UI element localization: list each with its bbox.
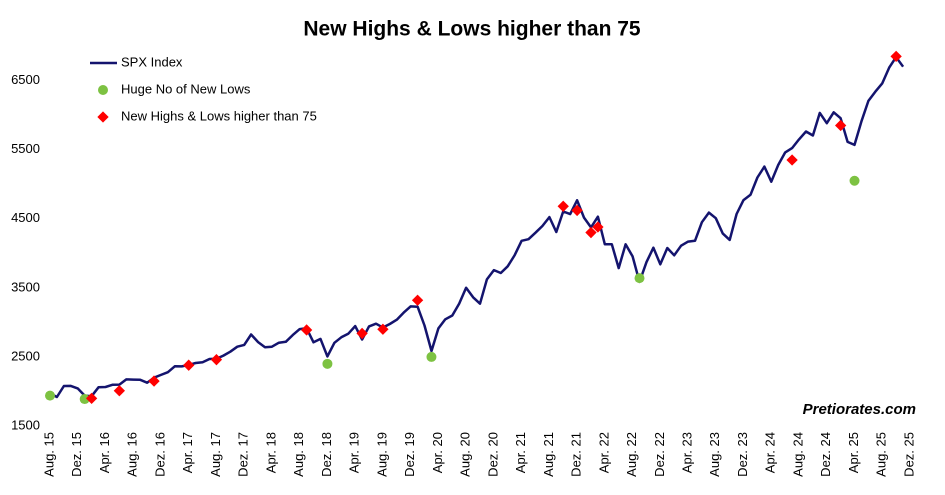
marker <box>113 385 126 397</box>
x-tick-label: Dez. 23 <box>735 432 750 477</box>
marker <box>411 294 424 306</box>
y-tick-label: 3500 <box>11 279 40 294</box>
legend-marker <box>98 85 108 95</box>
legend-label: New Highs & Lows higher than 75 <box>121 108 317 123</box>
x-tick-label: Dez. 15 <box>69 432 84 477</box>
x-tick-label: Aug. 24 <box>790 432 805 477</box>
marker <box>300 324 313 336</box>
watermark: Pretiorates.com <box>803 401 916 418</box>
y-tick-label: 4500 <box>11 210 40 225</box>
marker <box>557 200 569 212</box>
marker <box>849 175 860 186</box>
marker <box>634 273 645 284</box>
marker <box>890 50 902 63</box>
legend-marker <box>97 111 109 123</box>
y-tick-label: 5500 <box>11 141 40 156</box>
x-tick-label: Aug. 25 <box>874 432 889 477</box>
x-tick-label: Dez. 21 <box>569 432 584 477</box>
x-tick-label: Dez. 25 <box>901 432 916 477</box>
x-tick-label: Aug. 15 <box>41 432 56 477</box>
y-tick-label: 1500 <box>11 417 40 432</box>
x-tick-label: Apr. 18 <box>263 432 278 473</box>
x-tick-label: Apr. 23 <box>680 432 695 473</box>
marker <box>79 394 90 405</box>
marker <box>571 204 583 217</box>
x-tick-label: Dez. 22 <box>652 432 667 477</box>
x-tick-label: Apr. 19 <box>347 432 362 473</box>
x-tick-label: Dez. 16 <box>152 432 167 477</box>
legend-label: SPX Index <box>121 54 183 69</box>
marker <box>183 359 195 371</box>
x-tick-label: Dez. 18 <box>319 432 334 477</box>
marker <box>148 375 160 387</box>
marker <box>356 327 368 340</box>
x-tick-label: Aug. 20 <box>458 432 473 477</box>
x-tick-label: Dez. 17 <box>236 432 251 477</box>
x-tick-label: Dez. 19 <box>402 432 417 477</box>
x-tick-label: Dez. 20 <box>485 432 500 477</box>
x-tick-label: Aug. 16 <box>125 432 140 477</box>
x-tick-label: Aug. 21 <box>541 432 556 477</box>
x-tick-label: Aug. 22 <box>624 432 639 477</box>
marker <box>45 390 55 401</box>
marker <box>426 351 437 362</box>
x-tick-label: Apr. 22 <box>596 432 611 473</box>
x-tick-label: Aug. 18 <box>291 432 306 477</box>
marker <box>322 358 333 369</box>
x-tick-label: Apr. 16 <box>97 432 112 473</box>
x-tick-label: Apr. 21 <box>513 432 528 473</box>
x-tick-label: Aug. 17 <box>208 432 223 477</box>
x-tick-label: Aug. 23 <box>707 432 722 477</box>
x-tick-label: Aug. 19 <box>374 432 389 477</box>
y-tick-label: 2500 <box>11 348 40 363</box>
x-tick-label: Apr. 20 <box>430 432 445 473</box>
x-tick-label: Apr. 24 <box>763 432 778 473</box>
marker <box>210 354 223 366</box>
marker <box>377 323 389 335</box>
x-tick-label: Apr. 25 <box>846 432 861 473</box>
marker <box>592 221 604 233</box>
x-tick-label: Apr. 17 <box>180 432 195 473</box>
marker <box>585 226 597 239</box>
legend-label: Huge No of New Lows <box>121 81 251 96</box>
x-tick-label: Dez. 24 <box>818 432 833 477</box>
y-tick-label: 6500 <box>11 72 40 87</box>
chart-title: New Highs & Lows higher than 75 <box>303 18 641 41</box>
marker <box>786 154 798 166</box>
